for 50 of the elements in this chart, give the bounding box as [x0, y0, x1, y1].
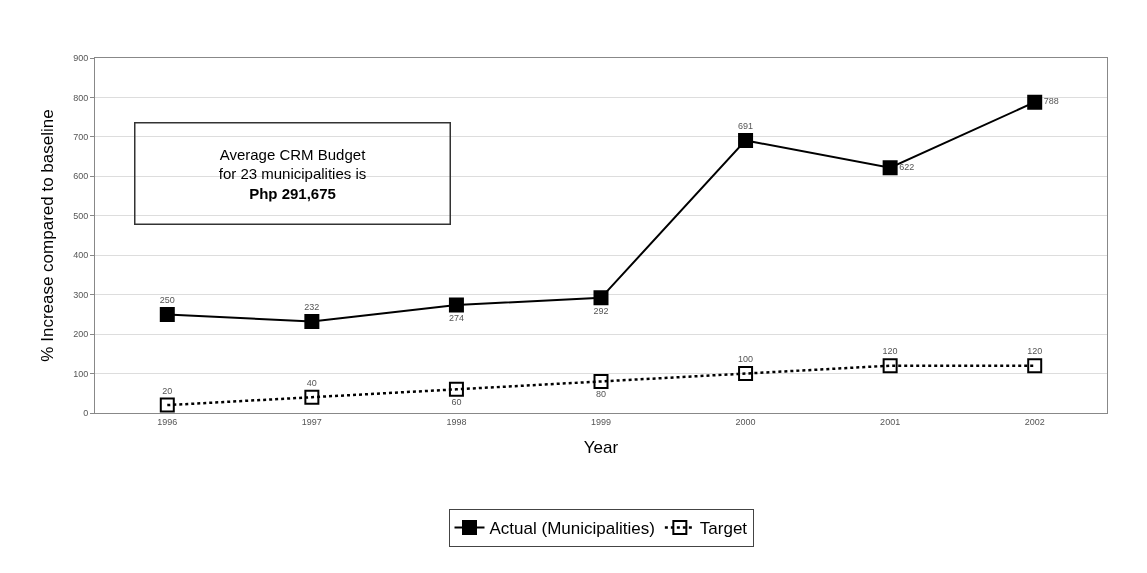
- point: [159, 306, 175, 322]
- data-label: 120: [882, 346, 898, 357]
- data-label: 100: [738, 354, 754, 365]
- data-label: 292: [593, 305, 609, 316]
- point: [882, 358, 898, 374]
- point: [738, 132, 754, 148]
- y-tick-label: 700: [73, 132, 89, 143]
- data-label: 622: [899, 161, 915, 172]
- legend-label: Target: [699, 519, 748, 539]
- y-tick-label: 0: [83, 408, 89, 419]
- data-label: 232: [304, 302, 320, 313]
- point: [1027, 94, 1043, 110]
- x-tick-label: 2002: [1024, 416, 1045, 427]
- x-tick-label: 2001: [880, 416, 901, 427]
- y-tick-label: 100: [73, 368, 89, 379]
- data-label: 60: [451, 397, 462, 408]
- y-tick-label: 400: [73, 250, 89, 261]
- data-label: 788: [1043, 96, 1059, 107]
- data-label: 274: [448, 312, 464, 323]
- point: [593, 373, 609, 389]
- y-tick-label: 900: [73, 53, 89, 64]
- point: [593, 290, 609, 306]
- y-tick-label: 600: [73, 171, 89, 182]
- data-label: 120: [1027, 346, 1043, 357]
- x-tick-label: 2000: [735, 416, 756, 427]
- point: [159, 397, 175, 413]
- annotation: Average CRM Budget for 23 municipalities is Php 291,675: [218, 145, 367, 202]
- y-axis-title: % Increase compared to baseline: [37, 109, 57, 362]
- data-label: 691: [738, 121, 754, 132]
- point: [448, 381, 464, 397]
- y-tick-label: 300: [73, 289, 89, 300]
- point: [1027, 358, 1043, 374]
- x-tick-label: 1999: [590, 416, 612, 427]
- data-label: 80: [595, 389, 607, 400]
- y-tick-label: 200: [73, 329, 89, 340]
- x-axis-title: Year: [583, 438, 619, 458]
- point: [738, 366, 754, 382]
- x-tick-label: 1996: [157, 416, 178, 427]
- point: [448, 297, 464, 313]
- x-tick-label: 1997: [301, 416, 322, 427]
- legend-label: Actual (Municipalities): [489, 519, 655, 539]
- data-label: 40: [306, 377, 317, 388]
- data-label: 250: [159, 295, 175, 306]
- x-tick-label: 1998: [446, 416, 467, 427]
- y-tick-label: 500: [73, 210, 89, 221]
- point: [304, 313, 320, 329]
- y-tick-label: 800: [73, 92, 89, 103]
- point: [882, 160, 898, 176]
- point: [304, 389, 320, 405]
- data-label: 20: [162, 385, 173, 396]
